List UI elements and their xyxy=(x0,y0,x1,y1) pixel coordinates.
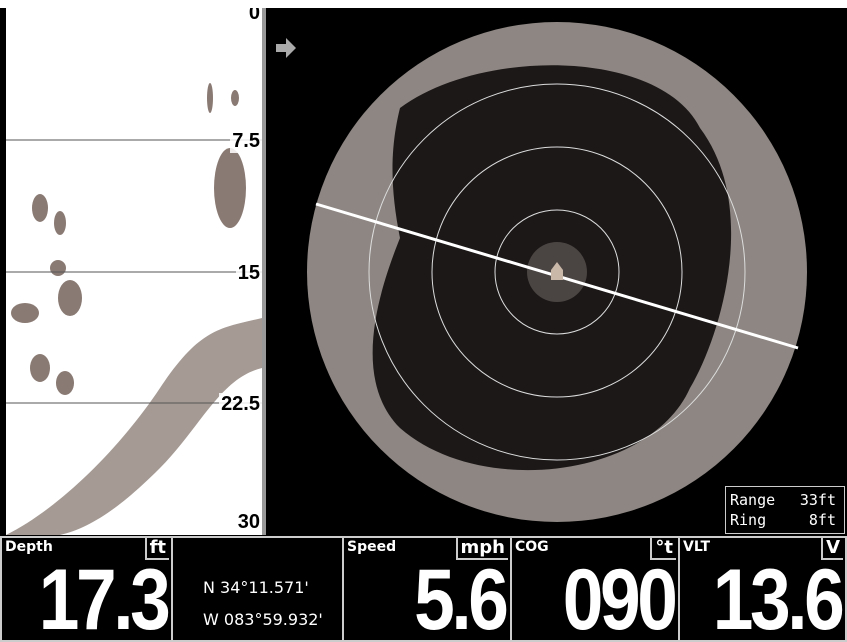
depth-box: Depth ft 17.3 xyxy=(0,536,173,642)
readout-value: 5.6 xyxy=(415,551,506,642)
depth-label: 15 xyxy=(236,262,262,285)
range-label: Range xyxy=(730,490,790,510)
position-box: N 34°11.571' W 083°59.932' xyxy=(171,536,344,642)
depth-label: 0 xyxy=(247,8,262,25)
voltage-box: VLT V 13.6 xyxy=(678,536,847,642)
depth-label: 7.5 xyxy=(230,130,262,153)
arrow-icon xyxy=(276,38,296,58)
readout-label: COG xyxy=(515,539,549,555)
range-value: 33ft xyxy=(790,490,836,510)
readout-label: VLT xyxy=(683,539,710,555)
depth-label: 30 xyxy=(236,511,262,534)
latitude: N 34°11.571' xyxy=(203,578,309,597)
page: 0 7.5 15 22.5 30 Range33ft Ring8ft Depth… xyxy=(0,0,847,642)
ring-value: 8ft xyxy=(790,510,836,530)
cog-box: COG °t 090 xyxy=(510,536,680,642)
speed-box: Speed mph 5.6 xyxy=(342,536,512,642)
readout-value: 090 xyxy=(562,551,674,642)
readout-value: 13.6 xyxy=(712,551,841,642)
divider xyxy=(262,8,266,535)
ring-label: Ring xyxy=(730,510,790,530)
depth-label: 22.5 xyxy=(219,393,262,416)
readout-value: 17.3 xyxy=(38,551,167,642)
longitude: W 083°59.932' xyxy=(203,610,323,629)
readout-label: Speed xyxy=(347,539,396,555)
